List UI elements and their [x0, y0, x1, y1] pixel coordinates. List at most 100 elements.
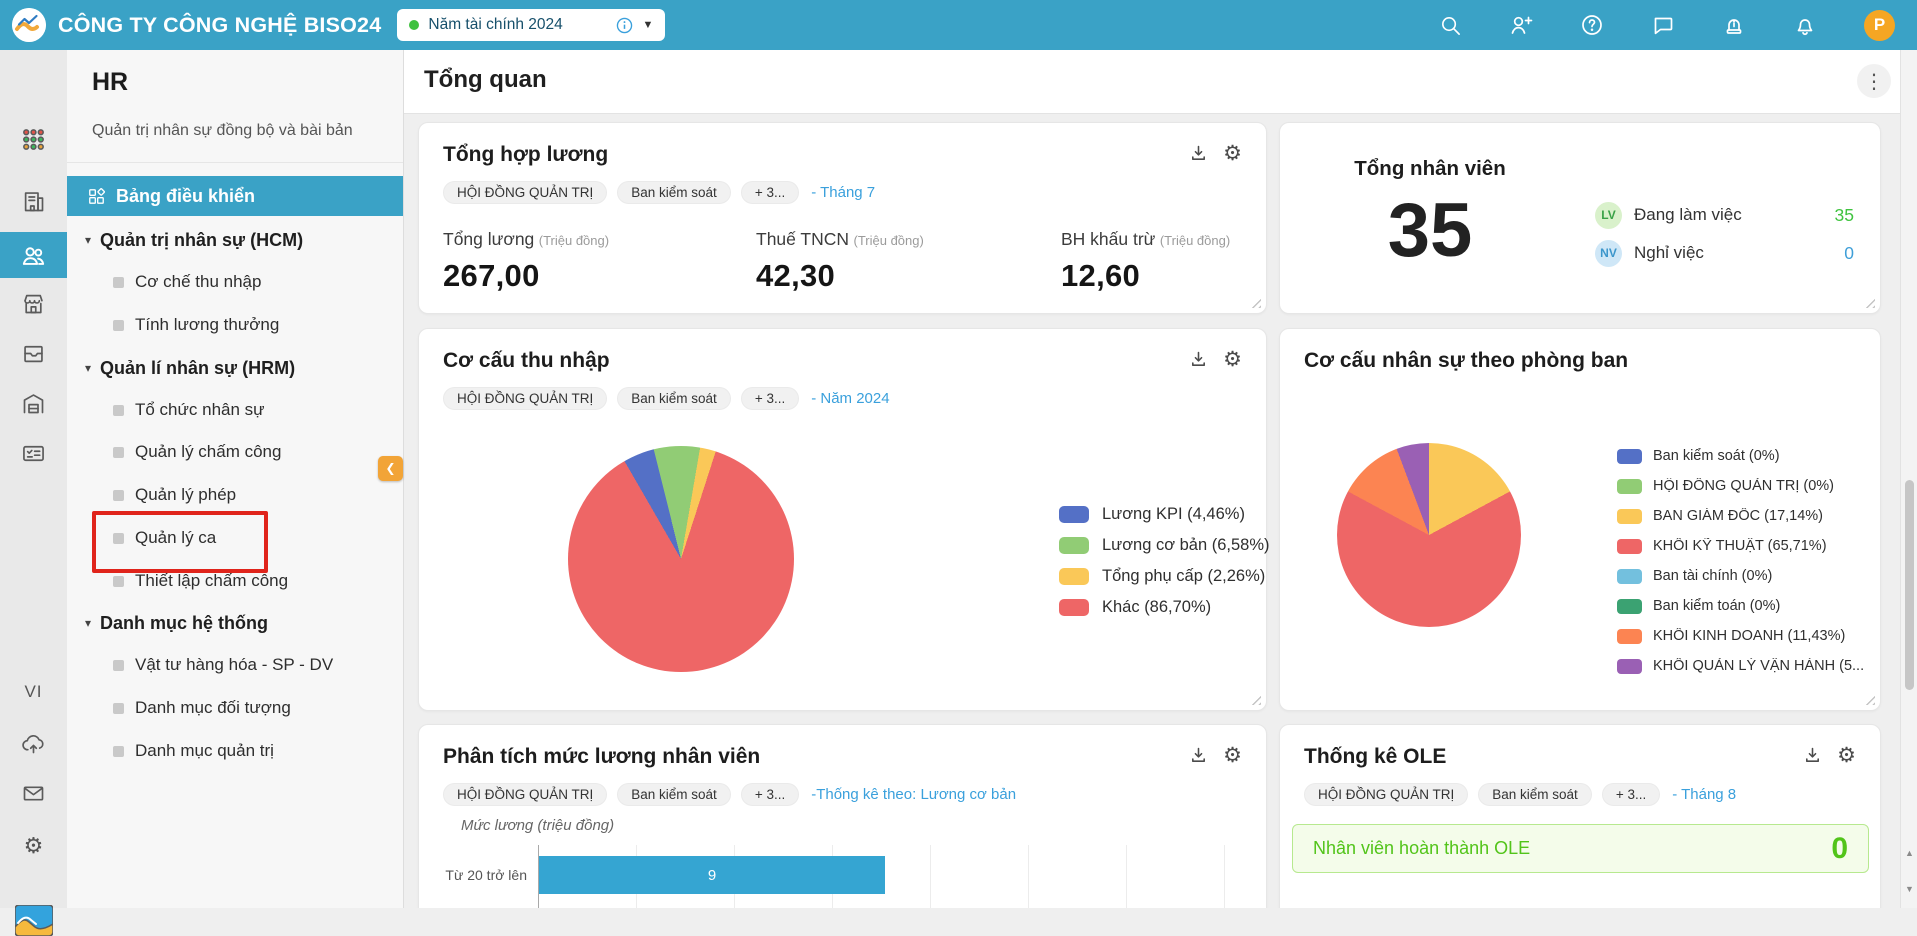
tag-pill[interactable]: HỘI ĐỒNG QUẢN TRỊ: [443, 181, 608, 204]
fiscal-year-dropdown[interactable]: Năm tài chính 2024 ▼: [397, 9, 666, 41]
resize-grip[interactable]: [1864, 694, 1875, 705]
widget-settings-icon[interactable]: ⚙: [1223, 142, 1242, 165]
settings-gear-icon[interactable]: ⚙: [23, 833, 44, 858]
user-avatar[interactable]: P: [1864, 9, 1895, 41]
kebab-menu-icon[interactable]: ⋮: [1857, 64, 1891, 98]
chevron-down-icon: ▾: [85, 616, 92, 630]
legend-swatch: [1617, 478, 1642, 494]
legend-item[interactable]: Lương cơ bản (6,58%): [1059, 530, 1270, 561]
tag-pill-more[interactable]: + 3...: [740, 783, 800, 806]
module-title: HR: [92, 68, 129, 96]
tag-pill[interactable]: Ban kiểm soát: [617, 181, 731, 204]
apps-grid-icon[interactable]: [0, 126, 67, 153]
legend-item[interactable]: Ban kiểm soát (0%): [1617, 441, 1867, 471]
resize-grip[interactable]: [1864, 297, 1875, 308]
add-user-icon[interactable]: [1509, 13, 1533, 37]
sidebar-section-danh-muc[interactable]: ▾ Danh mục hệ thống: [67, 605, 403, 641]
widget-settings-icon[interactable]: ⚙: [1837, 744, 1856, 767]
company-module-icon[interactable]: [0, 188, 67, 215]
chat-icon[interactable]: [1651, 13, 1675, 37]
bell-icon[interactable]: [1793, 13, 1817, 37]
download-icon[interactable]: [1188, 349, 1209, 370]
widget-settings-icon[interactable]: ⚙: [1223, 348, 1242, 371]
sidebar-item-vat-tu-hang-hoa[interactable]: Vật tư hàng hóa - SP - DV: [67, 647, 403, 683]
sidebar-item-tinh-luong-thuong[interactable]: Tính lương thưởng: [67, 307, 403, 343]
sidebar-section-hcm[interactable]: ▾ Quản trị nhân sự (HCM): [67, 222, 403, 258]
metric-value: 267,00: [443, 258, 540, 293]
legend-item[interactable]: Ban kiểm toán (0%): [1617, 591, 1867, 621]
employee-status-row-working: LV Đang làm việc 35: [1595, 199, 1854, 231]
legend-item[interactable]: Ban tài chính (0%): [1617, 561, 1867, 591]
sidebar-item-quan-ly-cham-cong[interactable]: Quản lý chấm công: [67, 434, 403, 470]
tag-pill-more[interactable]: + 3...: [740, 387, 800, 410]
legend-swatch: [1617, 598, 1642, 614]
sidebar-item-quan-ly-ca[interactable]: Quản lý ca: [67, 520, 403, 556]
metric-value: 12,60: [1061, 258, 1141, 293]
download-icon[interactable]: [1188, 745, 1209, 766]
download-icon[interactable]: [1188, 143, 1209, 164]
store-module-icon[interactable]: [0, 290, 67, 317]
tag-pill[interactable]: HỘI ĐỒNG QUẢN TRỊ: [443, 783, 608, 806]
vertical-scrollbar[interactable]: ▲ ▼: [1900, 50, 1917, 908]
item-label: Cơ chế thu nhập: [135, 272, 262, 291]
sidebar-item-quan-ly-phep[interactable]: Quản lý phép: [67, 477, 403, 513]
legend-item[interactable]: BAN GIÁM ĐỐC (17,14%): [1617, 501, 1867, 531]
sidebar-item-co-che-thu-nhap[interactable]: Cơ chế thu nhập: [67, 264, 403, 300]
metric-total-salary: Tổng lương (Triệu đồng) 267,00: [443, 229, 609, 294]
alarm-icon[interactable]: [1722, 13, 1746, 37]
tag-pill-more[interactable]: + 3...: [1601, 783, 1661, 806]
card-title: Tổng hợp lương: [443, 143, 609, 166]
sidebar-item-danh-muc-quan-tri[interactable]: Danh mục quản trị: [67, 733, 403, 769]
dept-pie-legend: Ban kiểm soát (0%) HỘI ĐỒNG QUẢN TRỊ (0%…: [1617, 441, 1867, 681]
resize-grip[interactable]: [1250, 694, 1261, 705]
legend-label: KHỐI KỸ THUẬT (65,71%): [1653, 538, 1827, 554]
card-list-module-icon[interactable]: [0, 440, 67, 467]
legend-label: Tổng phụ cấp (2,26%): [1102, 567, 1266, 585]
ole-banner-value: 0: [1831, 831, 1848, 865]
tag-pill[interactable]: HỘI ĐỒNG QUẢN TRỊ: [443, 387, 608, 410]
help-icon[interactable]: [1580, 13, 1604, 37]
download-icon[interactable]: [1802, 745, 1823, 766]
info-icon[interactable]: [616, 17, 633, 34]
metric-unit: (Triệu đồng): [538, 233, 610, 248]
income-pie-chart: [568, 446, 794, 672]
legend-item[interactable]: KHỐI KINH DOANH (11,43%): [1617, 621, 1867, 651]
card-total-employees: Tổng nhân viên 35 LV Đang làm việc 35 NV…: [1279, 122, 1881, 314]
sidebar-section-hrm[interactable]: ▾ Quản lí nhân sự (HRM): [67, 350, 403, 386]
sidebar-collapse-button[interactable]: ❮: [378, 456, 403, 481]
metric-unit: (Triệu đồng): [853, 233, 924, 248]
legend-item[interactable]: KHỐI KỸ THUẬT (65,71%): [1617, 531, 1867, 561]
tag-pill[interactable]: HỘI ĐỒNG QUẢN TRỊ: [1304, 783, 1469, 806]
hr-module-icon-active[interactable]: [0, 232, 67, 278]
legend-item[interactable]: Lương KPI (4,46%): [1059, 499, 1270, 530]
resize-grip[interactable]: [1250, 297, 1261, 308]
tag-pill[interactable]: Ban kiểm soát: [1478, 783, 1592, 806]
card-salary-analysis: Phân tích mức lương nhân viên HỘI ĐỒNG Q…: [418, 724, 1267, 908]
legend-item[interactable]: Tổng phụ cấp (2,26%): [1059, 561, 1270, 592]
scroll-down-icon[interactable]: ▼: [1905, 884, 1914, 894]
legend-swatch: [1617, 628, 1642, 644]
widget-settings-icon[interactable]: ⚙: [1223, 744, 1242, 767]
working-value: 35: [1834, 204, 1854, 225]
cloud-upload-icon[interactable]: [0, 730, 67, 757]
sidebar-item-to-chuc-nhan-su[interactable]: Tổ chức nhân sự: [67, 392, 403, 428]
legend-item[interactable]: KHỐI QUẢN LÝ VẬN HÀNH (5...: [1617, 651, 1867, 681]
legend-item[interactable]: HỘI ĐỒNG QUẢN TRỊ (0%): [1617, 471, 1867, 501]
tag-pill[interactable]: Ban kiểm soát: [617, 387, 731, 410]
mail-icon[interactable]: [0, 780, 67, 807]
scrollbar-thumb[interactable]: [1905, 480, 1914, 690]
language-toggle[interactable]: VI: [24, 682, 43, 701]
legend-item[interactable]: Khác (86,70%): [1059, 592, 1270, 623]
warehouse-module-icon[interactable]: [0, 390, 67, 417]
sidebar-item-dashboard[interactable]: Bảng điều khiển: [67, 176, 403, 216]
legend-swatch: [1617, 658, 1642, 674]
sidebar-item-thiet-lap-cham-cong[interactable]: Thiết lập chấm công: [67, 563, 403, 599]
legend-label: HỘI ĐỒNG QUẢN TRỊ (0%): [1653, 478, 1834, 494]
inventory-module-icon[interactable]: [0, 340, 67, 367]
search-icon[interactable]: [1439, 14, 1462, 37]
sidebar-item-danh-muc-doi-tuong[interactable]: Danh mục đối tượng: [67, 690, 403, 726]
tag-pill-more[interactable]: + 3...: [740, 181, 800, 204]
scroll-up-icon[interactable]: ▲: [1905, 848, 1914, 858]
tag-pill[interactable]: Ban kiểm soát: [617, 783, 731, 806]
